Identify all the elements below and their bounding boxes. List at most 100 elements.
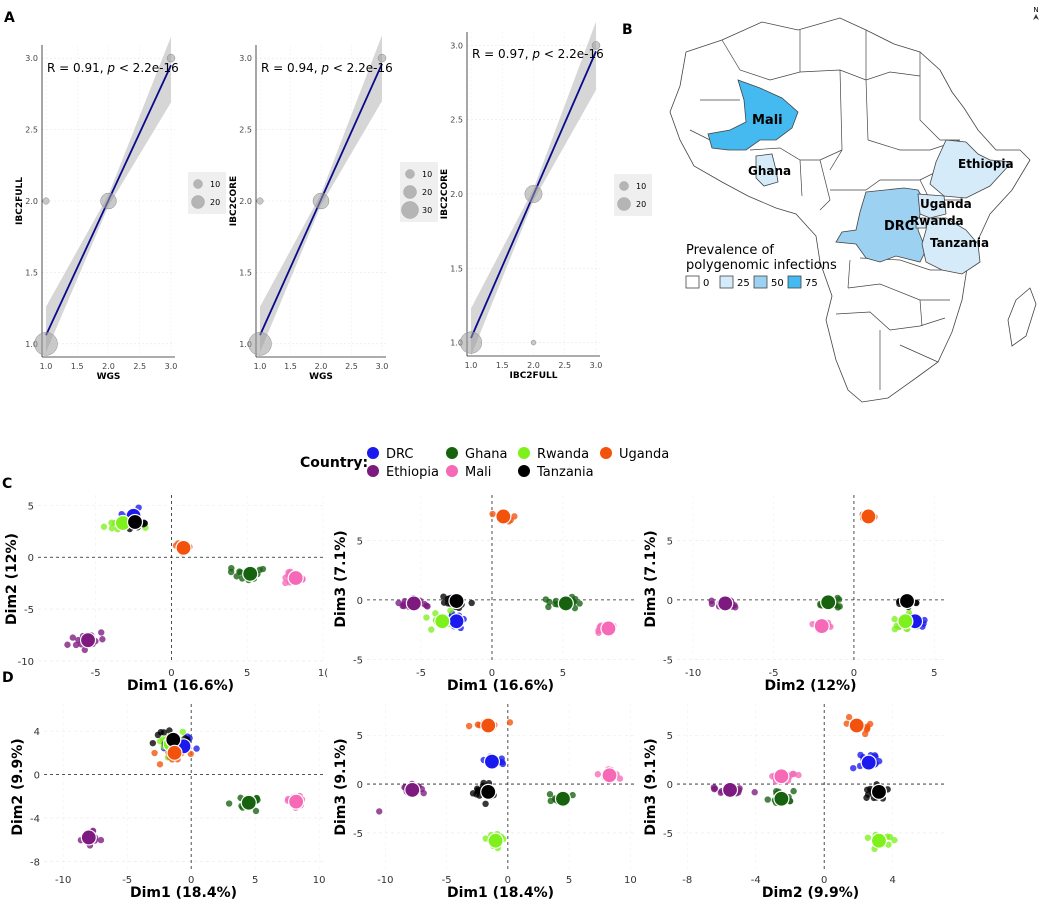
- legend-key-uganda: [600, 447, 612, 459]
- x-tick-label: 10: [624, 875, 637, 886]
- x-tick-label: -10: [685, 668, 701, 679]
- y-tick-label: 2.0: [25, 197, 38, 206]
- y-axis-label: Dim2 (9.9%): [10, 738, 26, 835]
- map-label-ghana: Ghana: [748, 164, 791, 178]
- x-axis-label: IBC2FULL: [509, 371, 557, 381]
- map-legend-label: 0: [703, 278, 709, 289]
- point-ghana: [764, 796, 771, 803]
- y-tick-label: -10: [18, 657, 34, 668]
- point-ethiopia: [69, 634, 77, 641]
- centroid-ghana: [773, 790, 790, 807]
- x-tick-label: 1.0: [254, 362, 267, 371]
- centroid-uganda: [495, 508, 512, 525]
- point-ghana: [790, 787, 797, 795]
- point-drc: [857, 751, 864, 759]
- centroid-drc: [860, 754, 877, 771]
- x-tick-label: 4: [889, 875, 895, 886]
- y-tick-label: 1.5: [25, 268, 38, 277]
- centroid-drc: [483, 753, 501, 770]
- y-tick-label: 1.5: [450, 264, 463, 273]
- point-rwanda: [885, 841, 892, 848]
- x-axis-label: Dim1 (16.6%): [447, 678, 554, 694]
- x-axis-label: WGS: [97, 372, 121, 382]
- point-ghana: [546, 791, 554, 798]
- panel-label-b: B: [622, 22, 633, 38]
- y-tick-label: 2.0: [450, 190, 463, 199]
- legend-label-drc: DRC: [386, 447, 413, 462]
- point-uganda: [187, 750, 194, 758]
- y-tick-label: -4: [30, 814, 40, 825]
- map-legend-swatch: [787, 275, 802, 289]
- point-rwanda: [156, 738, 164, 745]
- point-ghana: [225, 800, 233, 807]
- size-legend-label: 10: [210, 180, 220, 189]
- point-drc: [498, 755, 505, 762]
- y-tick-label: 4: [34, 727, 40, 738]
- legend-label-mali: Mali: [465, 465, 491, 480]
- point-uganda: [861, 730, 869, 738]
- data-point: [256, 197, 264, 205]
- y-axis-label: Dim2 (12%): [4, 533, 20, 625]
- point-ethiopia: [751, 789, 758, 796]
- size-legend-box: [614, 174, 652, 216]
- centroid-ethiopia: [80, 829, 97, 846]
- centroid-ghana: [242, 565, 259, 582]
- scatter-ibc2full-vs-wgs: 1.0 1.5 2.0 2.5 3.0 1.0 1.5 2.0 2.5 3.0 WGS IBC2FUL…: [15, 36, 226, 382]
- centroid-tanzania: [870, 783, 888, 800]
- x-tick-label: -8: [682, 875, 692, 886]
- centroid-uganda: [848, 717, 865, 734]
- x-tick-label: 1.5: [71, 362, 84, 371]
- point-rwanda: [108, 525, 116, 532]
- centroid-ethiopia: [721, 781, 739, 799]
- centroid-ghana: [240, 794, 257, 811]
- centroid-ghana: [820, 594, 837, 611]
- point-ethiopia: [711, 785, 718, 793]
- scatter-ibc2core-vs-ibc2full: 1.0 1.5 2.0 2.5 3.0 1.0 1.5 2.0 2.5 3.0 IBC2FULL IB…: [440, 21, 652, 381]
- size-legend-point: [403, 185, 417, 199]
- point-rwanda: [447, 607, 454, 614]
- x-tick-label: -5: [442, 875, 452, 886]
- point-rwanda: [864, 834, 872, 841]
- size-legend-point: [405, 169, 415, 179]
- panel-label-c: C: [2, 476, 12, 492]
- map-country-tanzania: [921, 217, 981, 275]
- centroid-mali: [287, 569, 304, 587]
- size-legend-point: [193, 179, 203, 189]
- point-ghana: [259, 565, 267, 573]
- map-legend: Prevalence of polygenomic infections 0 25…: [685, 243, 837, 289]
- point-rwanda: [891, 836, 898, 844]
- centroid-ghana: [554, 790, 572, 807]
- map-label-tanzania: Tanzania: [930, 236, 989, 250]
- y-tick-label: 3.0: [239, 54, 252, 63]
- legend-title: Country:: [300, 455, 368, 471]
- map-legend-label: 75: [805, 278, 818, 289]
- point-rwanda: [482, 835, 489, 842]
- legend-key-mali: [446, 465, 458, 477]
- point-ethiopia: [99, 636, 106, 643]
- point-rwanda: [100, 523, 108, 530]
- point-ghana: [576, 600, 583, 607]
- legend-label-tanzania: Tanzania: [536, 465, 594, 480]
- x-tick-label: -5: [91, 668, 101, 679]
- x-tick-label: 0: [489, 668, 495, 679]
- point-ghana: [546, 598, 553, 606]
- pca-dim2-dim3-d: 5 0 -5 -8 -4 0 4 Dim2 (9.9%) Dim3 (9.1%): [643, 704, 944, 901]
- point-rwanda: [432, 610, 439, 617]
- point-mali: [282, 579, 289, 587]
- point-drc: [850, 764, 857, 772]
- size-legend-point: [191, 195, 205, 209]
- point-mali: [790, 770, 797, 778]
- centroid-tanzania: [126, 513, 144, 531]
- legend-key-ghana: [446, 447, 458, 459]
- correlation-annotation: R = 0.97, p < 2.2e-16: [472, 47, 604, 61]
- data-point: [42, 197, 50, 205]
- size-legend-label: 20: [636, 200, 646, 209]
- point-drc: [499, 760, 507, 768]
- x-tick-label: 0: [168, 668, 174, 679]
- legend-key-rwanda: [518, 447, 530, 459]
- map-label-rwanda: Rwanda: [910, 214, 964, 228]
- x-tick-label: -5: [122, 875, 132, 886]
- point-uganda: [489, 510, 496, 518]
- pca-dim2-dim3-c: 5 0 -5 -10 -5 0 5 Dim2 (12%) Dim3 (7.1%): [643, 495, 944, 694]
